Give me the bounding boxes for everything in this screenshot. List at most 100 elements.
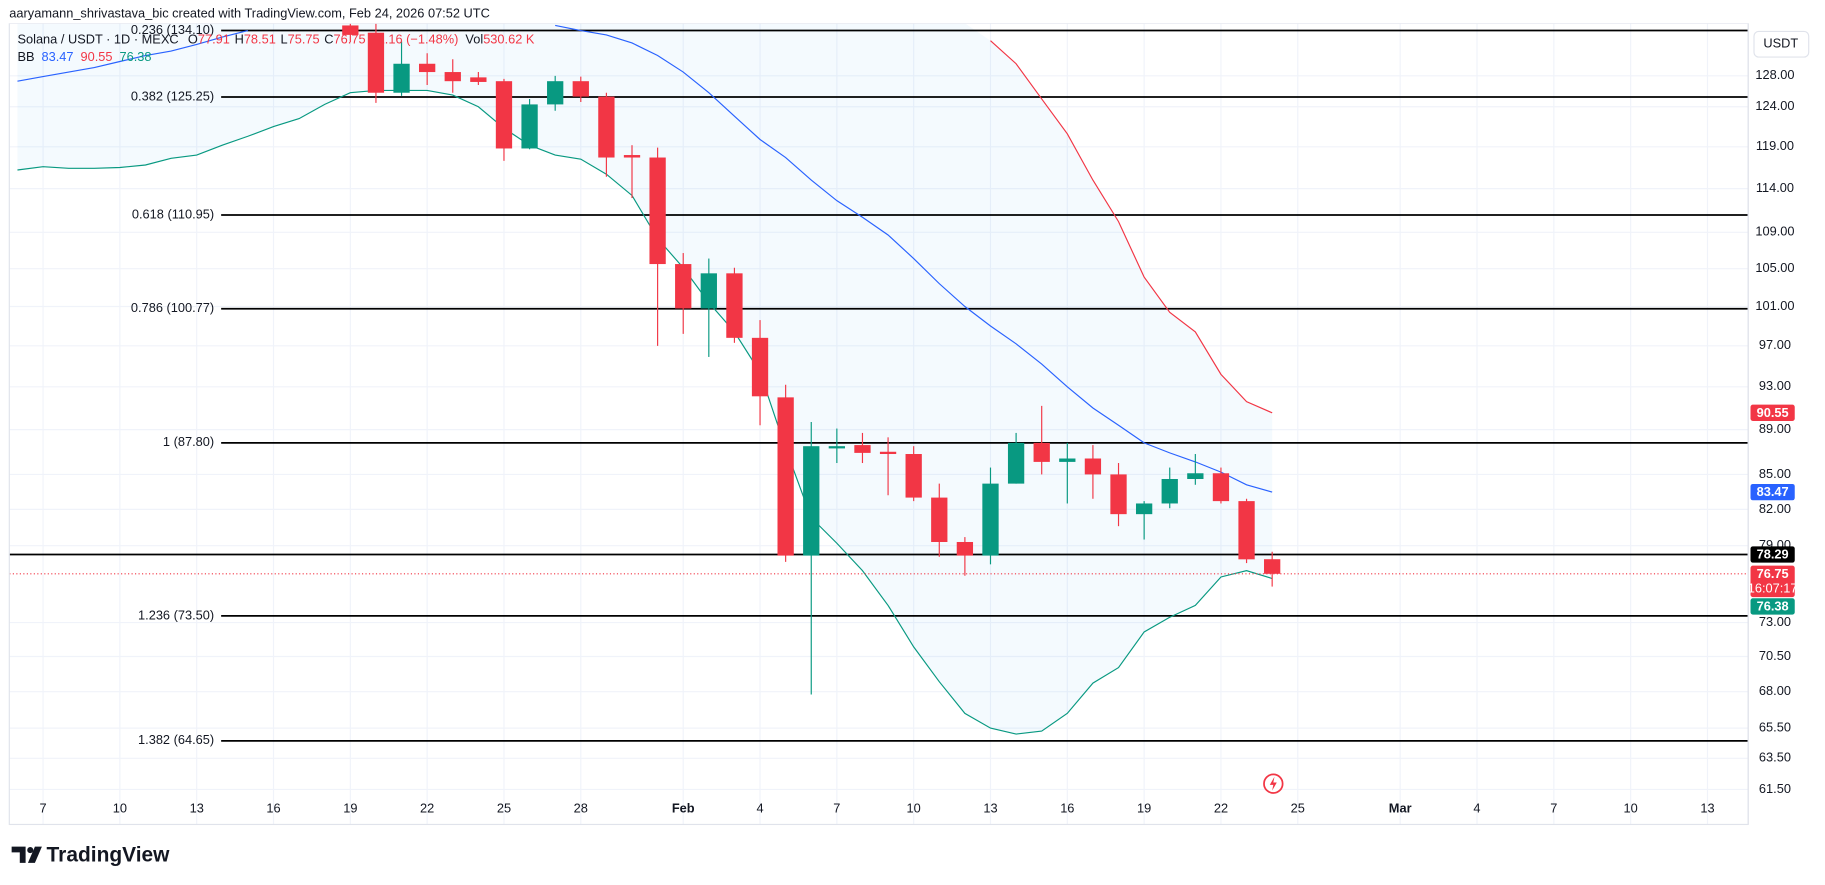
candle-body (956, 541, 974, 556)
candle-body (1187, 473, 1204, 480)
change: −1.16 (−1.48%) (370, 32, 458, 47)
candle-body (572, 81, 589, 97)
x-tick-label: 10 (907, 801, 921, 816)
credit: aaryamann_shrivastava_bic created with T… (9, 5, 490, 20)
axes: 61.5063.5065.5068.0070.5073.0079.0082.00… (39, 22, 1794, 816)
price-label-box (1750, 598, 1795, 615)
price-label-box (1750, 546, 1795, 563)
fib-label: 1.382 (64.65) (138, 732, 214, 747)
x-tick-label: 22 (420, 801, 434, 816)
y-tick-label: 119.00 (1756, 138, 1794, 153)
x-tick-label: 13 (190, 801, 204, 816)
indicator-value: 83.47 (42, 50, 74, 65)
band-line (17, 89, 1273, 735)
indicator: BB (17, 50, 34, 65)
fib-label: 1.236 (73.50) (138, 607, 214, 622)
y-tick-label: 109.00 (1755, 224, 1794, 239)
candle-body (1059, 458, 1076, 462)
logo-dot (27, 847, 34, 854)
ohlc-label: C (324, 32, 333, 47)
y-tick-label: 70.50 (1759, 648, 1791, 663)
candle-body (342, 25, 359, 35)
ohlc-value: 77.91 (198, 32, 230, 47)
x-tick-label: 22 (1214, 801, 1228, 816)
y-tick-label: 63.50 (1759, 750, 1791, 765)
currency[interactable]: USDT (1763, 36, 1798, 51)
candle-body (931, 497, 948, 542)
candle-body (495, 81, 513, 149)
logo-t (11, 846, 26, 863)
candle-body (1033, 442, 1050, 462)
y-tick-label: 85.00 (1759, 466, 1791, 481)
y-tick-label: 97.00 (1759, 337, 1791, 352)
candle-body (879, 451, 897, 455)
indicator-value: 90.55 (81, 50, 113, 65)
candle-body (1212, 473, 1230, 502)
x-tick-label: Mar (1389, 801, 1412, 816)
fib-label: 0.236 (134.10) (131, 22, 214, 37)
legend: Solana / USDT · 1D · MEXC O77.91 H78.51 L75… (17, 32, 534, 64)
x-tick-label: 7 (39, 801, 46, 816)
price-label: 83.47 (1757, 484, 1789, 499)
countdown: 16:07:17 (1748, 580, 1798, 595)
candle-body (905, 454, 922, 498)
candle-body (598, 96, 615, 158)
y-tick-label: 105.00 (1755, 260, 1794, 275)
y-tick-label: 65.50 (1759, 719, 1791, 734)
candle-body (726, 273, 743, 338)
candle-body (751, 337, 769, 397)
candle-body (1264, 559, 1281, 574)
x-tick-label: 28 (574, 801, 588, 816)
ohlc-label: O (188, 32, 198, 47)
x-tick-label: 25 (1291, 801, 1305, 816)
volume-label: Vol (465, 32, 483, 47)
candle-body (854, 445, 871, 453)
fib-label: 1 (87.80) (163, 434, 214, 449)
price-label-box (1750, 404, 1795, 421)
y-tick-label: 93.00 (1759, 378, 1791, 393)
x-tick-label: 16 (1060, 801, 1074, 816)
price-label: 90.55 (1757, 405, 1789, 420)
candle-body (623, 155, 641, 158)
x-tick-label: 10 (113, 801, 127, 816)
candle-body (649, 157, 666, 265)
candle-body (1238, 501, 1255, 560)
logo-v (27, 846, 42, 863)
candle-body (1161, 479, 1178, 504)
brand: TradingView (47, 843, 171, 866)
fib-label: 0.382 (125.25) (131, 88, 214, 103)
candle-body (1007, 442, 1025, 484)
price-label: 76.38 (1757, 598, 1789, 613)
currency-button[interactable] (1753, 30, 1810, 58)
alert-icon[interactable] (1263, 773, 1284, 794)
volume: 530.62 K (483, 32, 535, 47)
ohlc-label: H (235, 32, 244, 47)
x-tick-label: 4 (756, 801, 763, 816)
x-tick-label: 19 (343, 801, 357, 816)
band-fill (17, 23, 1273, 735)
plot-area (9, 23, 1749, 742)
x-tick-label: 7 (833, 801, 840, 816)
price-label-box (1750, 483, 1795, 501)
legend-line: Solana / USDT · 1D · MEXC O77.91 H78.51 L75… (17, 32, 534, 47)
candle-body (521, 104, 538, 149)
candle-body (1135, 503, 1153, 515)
y-tick-label: 68.00 (1759, 683, 1791, 698)
header-bar (0, 0, 1825, 24)
candle-body (675, 264, 692, 309)
candle-body (547, 81, 564, 105)
candle-body (367, 32, 385, 93)
y-tick-label: 101.00 (1755, 298, 1794, 313)
x-tick-label: 13 (983, 801, 997, 816)
candle-body (419, 63, 436, 73)
x-tick-label: 19 (1137, 801, 1151, 816)
x-tick-label: 4 (1473, 801, 1480, 816)
candle-body (1110, 474, 1127, 515)
x-tick-label: Feb (672, 801, 695, 816)
ohlc-value: 75.75 (288, 32, 320, 47)
price-label: 78.29 (1757, 546, 1789, 561)
fib-label: 0.786 (100.77) (131, 300, 214, 315)
price-label: 76.75 (1757, 566, 1789, 581)
